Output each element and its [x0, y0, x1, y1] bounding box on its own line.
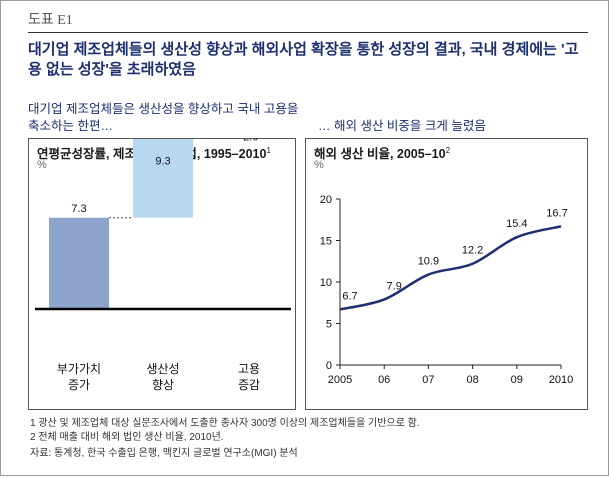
point-label-5: 16.7 [546, 207, 567, 219]
right-chart-title: 해외 생산 비율, 2005–102 [314, 145, 451, 161]
source-note: 자료: 통계청, 한국 수출입 은행, 맥킨지 글로벌 연구소(MGI) 분석 [30, 448, 298, 459]
subtitle-right: … 해외 생산 비중을 크게 늘렸음 [318, 119, 486, 133]
x-tick-label-2: 07 [422, 374, 434, 386]
bar-value-label-0: 7.3 [71, 203, 86, 215]
bar-0 [49, 217, 109, 309]
point-label-2: 10.9 [418, 256, 439, 268]
exhibit-label: 도표 E1 [28, 13, 73, 28]
left-chart-title-note: 1 [266, 145, 271, 155]
line-chart: 0 5 10 15 20 2005 06 07 08 09 2010 6.7 7.9 10.9 12.2 15… [320, 194, 573, 386]
bar-value-label-2: -2.0 [240, 139, 259, 144]
footnote-1: 1 광산 및 제조업체 대상 실문조사에서 도출한 종사자 300명 이상의 제… [30, 418, 420, 429]
series-line [339, 225, 562, 311]
x-tick-label-3: 08 [466, 374, 478, 386]
x-tick-label-0: 2005 [328, 374, 352, 386]
y-tick-label-4: 20 [320, 194, 332, 206]
point-label-0: 6.7 [342, 290, 357, 302]
category-label-2-1: 증감 [238, 378, 260, 392]
category-label-1-0: 생산성 [146, 362, 179, 376]
point-label-1: 7.9 [387, 280, 402, 292]
point-label-3: 12.2 [462, 245, 483, 257]
y-tick-label-2: 10 [320, 277, 332, 289]
category-label-2-0: 고용 [238, 362, 260, 376]
x-tick-label-1: 06 [378, 374, 390, 386]
x-tick-label-5: 2010 [549, 374, 573, 386]
left-chart-unit: % [37, 159, 47, 171]
subtitle-left: 대기업 제조업체들은 생산성을 향상하고 국내 고용을 축소하는 한편… [28, 102, 299, 133]
footnote-2: 2 전체 매출 대비 해외 법인 생산 비율, 2010년. [30, 432, 224, 443]
right-chart-title-note: 2 [445, 145, 451, 155]
point-label-4: 15.4 [506, 218, 527, 230]
top-rule [28, 32, 588, 33]
y-tick-label-3: 15 [320, 236, 332, 248]
category-label-0-0: 부가가치 [57, 362, 101, 376]
bar-value-label-1: 9.3 [155, 156, 170, 168]
x-tick-label-4: 09 [511, 374, 523, 386]
right-chart-unit: % [314, 159, 324, 171]
bar-1 [133, 139, 193, 218]
left-chart-panel: 연평균성장률, 제조부문 대기업, 1995–20101 % 7.39.3-2.… [28, 138, 296, 410]
right-chart-panel: 해외 생산 비율, 2005–102 % 0 5 10 15 20 2005 06 07 08 0… [305, 138, 588, 410]
y-tick-label-0: 0 [326, 360, 332, 372]
headline: 대기업 제조업체들의 생산성 향상과 해외사업 확장을 통한 성장의 결과, 국… [28, 41, 579, 78]
y-tick-label-1: 5 [326, 319, 332, 331]
category-label-0-1: 증가 [68, 378, 90, 392]
category-label-1-1: 향상 [152, 378, 174, 392]
